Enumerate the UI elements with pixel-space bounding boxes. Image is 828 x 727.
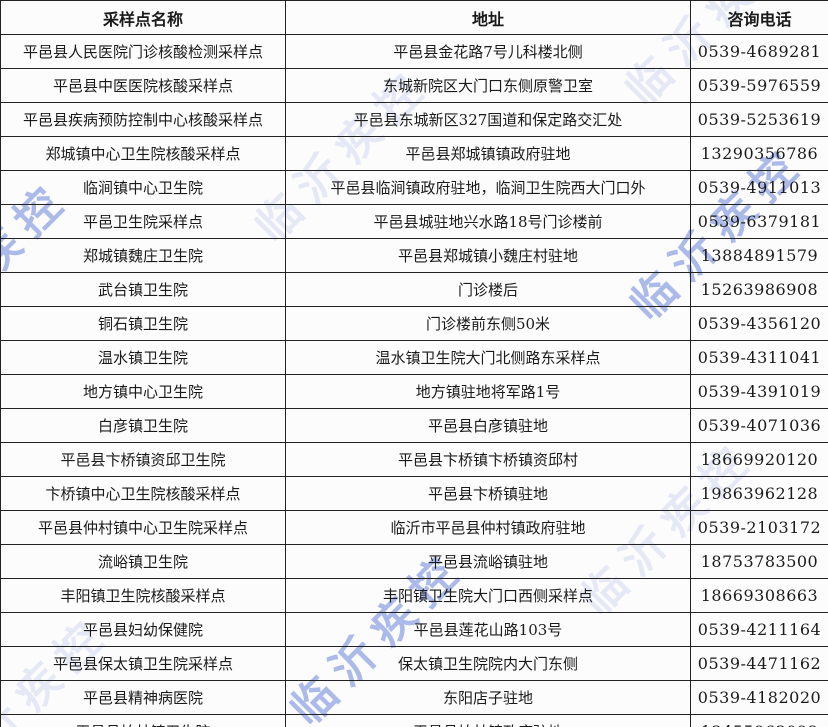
table-row: 平邑县精神病医院 东阳店子驻地 0539-4182020	[0, 680, 828, 715]
cell-name: 郑城镇魏庄卫生院	[0, 238, 286, 273]
table-row: 郑城镇魏庄卫生院 平邑县郑城镇小魏庄村驻地 13884891579	[0, 238, 828, 273]
cell-address: 平邑县莲花山路103号	[285, 612, 691, 647]
cell-phone: 18669920120	[690, 442, 828, 477]
table-row: 地方镇中心卫生院 地方镇驻地将军路1号 0539-4391019	[0, 374, 828, 409]
cell-name: 平邑县精神病医院	[0, 680, 286, 715]
table-row: 平邑县妇幼保健院 平邑县莲花山路103号 0539-4211164	[0, 612, 828, 647]
cell-address: 平邑县东城新区327国道和保定路交汇处	[285, 102, 691, 137]
table-row: 卞桥镇中心卫生院核酸采样点 平邑县卞桥镇驻地 19863962128	[0, 476, 828, 511]
cell-name: 平邑县疾病预防控制中心核酸采样点	[0, 102, 286, 137]
cell-phone: 0539-4911013	[690, 170, 828, 205]
cell-phone: 13290356786	[690, 136, 828, 171]
table-row: 平邑县柏林镇卫生院平邑县柏林镇政府驻地13455963098	[0, 714, 828, 727]
cell-name: 平邑县保太镇卫生院采样点	[0, 646, 286, 681]
cell-name: 地方镇中心卫生院	[0, 374, 286, 409]
cell-phone: 0539-4471162	[690, 646, 828, 681]
table-row: 平邑县保太镇卫生院采样点 保太镇卫生院院内大门东侧 0539-4471162	[0, 646, 828, 681]
table-body: 平邑县人民医院门诊核酸检测采样点 平邑县金花路7号儿科楼北侧 0539-468928…	[0, 34, 828, 727]
cell-phone: 0539-4211164	[690, 612, 828, 647]
cell-phone: 18753783500	[690, 544, 828, 579]
cell-address: 平邑县郑城镇镇政府驻地	[285, 136, 691, 171]
cell-address: 平邑县临涧镇政府驻地，临涧卫生院西大门口外	[285, 170, 691, 205]
cell-address: 东阳店子驻地	[285, 680, 691, 715]
table-row: 平邑县疾病预防控制中心核酸采样点 平邑县东城新区327国道和保定路交汇处 0539-…	[0, 102, 828, 137]
cell-name: 郑城镇中心卫生院核酸采样点	[0, 136, 286, 171]
cell-phone: 19863962128	[690, 476, 828, 511]
cell-phone: 18669308663	[690, 578, 828, 613]
cell-address: 平邑县卞桥镇驻地	[285, 476, 691, 511]
cell-name: 平邑县柏林镇卫生院	[0, 714, 286, 727]
cell-phone: 0539-5976559	[690, 68, 828, 103]
table-row: 平邑卫生院采样点 平邑县城驻地兴水路18号门诊楼前 0539-6379181	[0, 204, 828, 239]
table-row: 临涧镇中心卫生院 平邑县临涧镇政府驻地，临涧卫生院西大门口外 0539-491101…	[0, 170, 828, 205]
table-row: 流峪镇卫生院 平邑县流峪镇驻地 18753783500	[0, 544, 828, 579]
cell-name: 平邑县人民医院门诊核酸检测采样点	[0, 34, 286, 69]
cell-name: 平邑县仲村镇中心卫生院采样点	[0, 510, 286, 545]
cell-address: 平邑县卞桥镇卞桥镇资邱村	[285, 442, 691, 477]
cell-address: 地方镇驻地将军路1号	[285, 374, 691, 409]
cell-address: 临沂市平邑县仲村镇政府驻地	[285, 510, 691, 545]
cell-name: 铜石镇卫生院	[0, 306, 286, 341]
cell-phone: 0539-4311041	[690, 340, 828, 375]
cell-name: 丰阳镇卫生院核酸采样点	[0, 578, 286, 613]
cell-phone: 0539-2103172	[690, 510, 828, 545]
cell-phone: 0539-4689281	[690, 34, 828, 69]
cell-address: 平邑县城驻地兴水路18号门诊楼前	[285, 204, 691, 239]
column-header-address: 地址	[285, 0, 691, 35]
cell-phone: 0539-4071036	[690, 408, 828, 443]
cell-address: 平邑县流峪镇驻地	[285, 544, 691, 579]
cell-phone: 15263986908	[690, 272, 828, 307]
cell-address: 保太镇卫生院院内大门东侧	[285, 646, 691, 681]
cell-name: 临涧镇中心卫生院	[0, 170, 286, 205]
cell-name: 白彦镇卫生院	[0, 408, 286, 443]
cell-address: 平邑县白彦镇驻地	[285, 408, 691, 443]
cell-address: 门诊楼前东侧50米	[285, 306, 691, 341]
cell-address: 门诊楼后	[285, 272, 691, 307]
cell-phone: 13455963098	[690, 714, 828, 727]
table-row: 武台镇卫生院 门诊楼后 15263986908	[0, 272, 828, 307]
cell-address: 丰阳镇卫生院大门口西侧采样点	[285, 578, 691, 613]
table-row: 白彦镇卫生院 平邑县白彦镇驻地 0539-4071036	[0, 408, 828, 443]
table-row: 铜石镇卫生院 门诊楼前东侧50米 0539-4356120	[0, 306, 828, 341]
cell-name: 流峪镇卫生院	[0, 544, 286, 579]
table-row: 温水镇卫生院 温水镇卫生院大门北侧路东采样点 0539-4311041	[0, 340, 828, 375]
cell-name: 卞桥镇中心卫生院核酸采样点	[0, 476, 286, 511]
cell-name: 平邑县卞桥镇资邱卫生院	[0, 442, 286, 477]
cell-phone: 0539-4391019	[690, 374, 828, 409]
cell-name: 平邑县中医医院核酸采样点	[0, 68, 286, 103]
cell-name: 温水镇卫生院	[0, 340, 286, 375]
header-row: 采样点名称 地址 咨询电话	[0, 0, 828, 35]
cell-phone: 0539-5253619	[690, 102, 828, 137]
cell-address: 平邑县柏林镇政府驻地	[285, 714, 691, 727]
table-row: 平邑县中医医院核酸采样点 东城新院区大门口东侧原警卫室 0539-5976559	[0, 68, 828, 103]
cell-phone: 0539-4182020	[690, 680, 828, 715]
cell-name: 平邑县妇幼保健院	[0, 612, 286, 647]
cell-name: 武台镇卫生院	[0, 272, 286, 307]
cell-phone: 0539-4356120	[690, 306, 828, 341]
column-header-name: 采样点名称	[0, 0, 286, 35]
column-header-phone: 咨询电话	[690, 0, 828, 35]
table-row: 平邑县人民医院门诊核酸检测采样点 平邑县金花路7号儿科楼北侧 0539-468928…	[0, 34, 828, 69]
cell-name: 平邑卫生院采样点	[0, 204, 286, 239]
cell-address: 温水镇卫生院大门北侧路东采样点	[285, 340, 691, 375]
table-row: 平邑县仲村镇中心卫生院采样点 临沂市平邑县仲村镇政府驻地 0539-2103172	[0, 510, 828, 545]
cell-phone: 13884891579	[690, 238, 828, 273]
cell-phone: 0539-6379181	[690, 204, 828, 239]
table-row: 平邑县卞桥镇资邱卫生院 平邑县卞桥镇卞桥镇资邱村 18669920120	[0, 442, 828, 477]
cell-address: 东城新院区大门口东侧原警卫室	[285, 68, 691, 103]
cell-address: 平邑县金花路7号儿科楼北侧	[285, 34, 691, 69]
cell-address: 平邑县郑城镇小魏庄村驻地	[285, 238, 691, 273]
table-row: 郑城镇中心卫生院核酸采样点 平邑县郑城镇镇政府驻地 13290356786	[0, 136, 828, 171]
table-row: 丰阳镇卫生院核酸采样点 丰阳镇卫生院大门口西侧采样点 18669308663	[0, 578, 828, 613]
